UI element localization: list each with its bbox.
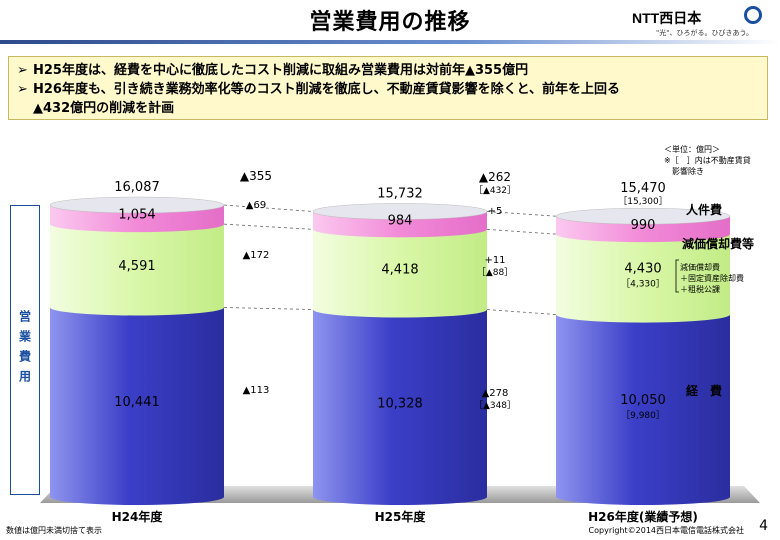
operating-expense-side-label: 営業費用 <box>10 205 40 495</box>
change-personnel-label: +5 <box>488 206 503 217</box>
change-expense-label: ▲113 <box>243 385 270 396</box>
page-title: 営業費用の推移 <box>309 10 471 35</box>
unit-note: ＜単位：億円＞ ※［ ］内は不動産賃貸 影響除き <box>664 144 751 177</box>
bar-value-label: 4,591 <box>118 259 155 274</box>
depreciation-bar-segment <box>50 224 224 308</box>
summary-line-2: ➢ H26年度も、引き続き業務効率化等のコスト削減を徹底し、不動産賃貸影響を除くと… <box>17 80 759 99</box>
unit-note-line: ＜単位：億円＞ <box>664 145 720 154</box>
change-depreciation-label: ▲172 <box>243 250 270 261</box>
copyright: Copyright©2014西日本電信電話株式会社 <box>588 526 744 535</box>
bar-value-label: 4,418 <box>381 262 418 277</box>
change-expense-bracket: ［▲348］ <box>474 400 516 411</box>
depreciation-bar-segment-bottom <box>556 306 730 323</box>
bar-value-label: 4,430 <box>624 261 661 276</box>
change-depreciation-bracket: ［▲88］ <box>477 267 513 278</box>
logo-mark-icon <box>744 6 762 24</box>
unit-note-line: ※［ ］内は不動産賃貸 <box>664 156 751 165</box>
change-personnel-label: ▲69 <box>246 200 266 211</box>
series-label-personnel: 人件費 <box>686 202 722 217</box>
bar-value-label: 1,054 <box>118 208 155 223</box>
change-total-bracket: ［▲432］ <box>474 185 516 196</box>
connector-dashed-line <box>223 223 314 230</box>
breakdown-line: ＋租税公課 <box>680 285 720 294</box>
connector-dashed-line <box>223 307 314 310</box>
summary-text-3: ▲432億円の削減を計画 <box>33 101 175 116</box>
category-label: H25年度 <box>375 509 427 524</box>
summary-text-2: H26年度も、引き続き業務効率化等のコスト削減を徹底し、不動産賃貸影響を除くと、… <box>33 82 621 97</box>
connector-dashed-line <box>486 228 557 235</box>
category-label: H26年度(業績予想) <box>588 509 698 524</box>
expense-bar-segment-bottom <box>313 489 487 505</box>
change-total-label: ▲355 <box>240 169 272 183</box>
bar-value-label: 984 <box>388 213 413 228</box>
summary-line-3: ▲432億円の削減を計画 <box>17 99 759 118</box>
category-label: H24年度 <box>112 509 164 524</box>
expense-bar-segment <box>313 309 487 497</box>
summary-line-1: ➢ H25年度は、経費を中心に徹底したコスト削減に取組み営業費用は対前年▲355億… <box>17 61 759 80</box>
bar-total-bracket: ［15,300］ <box>618 196 668 207</box>
breakdown-line: ＋固定資産除却費 <box>680 274 744 283</box>
bar-total-label: 15,732 <box>377 186 423 201</box>
bar-bracket-label: ［9,980］ <box>621 410 665 421</box>
bar-value-label: 10,441 <box>114 395 160 410</box>
connector-dashed-line <box>486 309 557 315</box>
depreciation-bar-segment <box>313 229 487 310</box>
logo-name: NTT西日本 <box>632 10 702 26</box>
summary-text-1: H25年度は、経費を中心に徹底したコスト削減に取組み営業費用は対前年▲355億円 <box>33 63 529 78</box>
personnel-bar-segment-bottom <box>556 226 730 243</box>
bar-top-cap <box>555 207 731 225</box>
expense-bar-segment-bottom <box>556 489 730 505</box>
bullet-arrow-icon: ➢ <box>17 63 28 78</box>
personnel-bar-segment-bottom <box>50 216 224 233</box>
expense-bar-segment <box>556 314 730 497</box>
company-logo: NTT西日本 "光"、ひろがる。ひびきあう。 <box>626 6 766 40</box>
bar-total-label: 15,470 <box>620 181 666 196</box>
change-total-label: ▲262 <box>479 170 511 184</box>
title-rule <box>0 40 780 44</box>
depreciation-bar-segment <box>556 234 730 315</box>
bullet-arrow-icon: ➢ <box>17 82 28 97</box>
series-label-depreciation: 減価償却費等 <box>682 236 754 251</box>
bar-bracket-label: ［4,330］ <box>621 278 665 289</box>
bar-value-label: 10,328 <box>377 396 423 411</box>
logo-tagline: "光"、ひろがる。ひびきあう。 <box>656 29 754 37</box>
expense-bar-segment <box>50 307 224 497</box>
summary-box: ➢ H25年度は、経費を中心に徹底したコスト削減に取組み営業費用は対前年▲355億… <box>8 56 768 120</box>
bar-value-label: 990 <box>631 218 656 233</box>
footer-note: 数値は億円未満切捨て表示 <box>6 526 102 535</box>
depreciation-breakdown-note: 減価償却費 ＋固定資産除却費 ＋租税公課 <box>680 262 744 295</box>
breakdown-bracket <box>675 259 679 293</box>
personnel-bar-segment-bottom <box>313 221 487 238</box>
change-depreciation-label: +11 <box>484 255 505 266</box>
breakdown-line: 減価償却費 <box>680 263 720 272</box>
depreciation-bar-segment-bottom <box>313 301 487 318</box>
expense-bar-segment-bottom <box>50 489 224 505</box>
change-expense-label: ▲278 <box>482 388 509 399</box>
page-number: 4 <box>759 518 768 534</box>
bar-value-label: 10,050 <box>620 393 666 408</box>
side-label-text: 営業費用 <box>17 310 32 390</box>
depreciation-bar-segment-bottom <box>50 299 224 316</box>
series-label-expense: 経 費 <box>686 383 722 398</box>
bar-total-label: 16,087 <box>114 180 160 195</box>
unit-note-line: 影響除き <box>664 167 704 176</box>
connector-dashed-line <box>223 204 314 212</box>
